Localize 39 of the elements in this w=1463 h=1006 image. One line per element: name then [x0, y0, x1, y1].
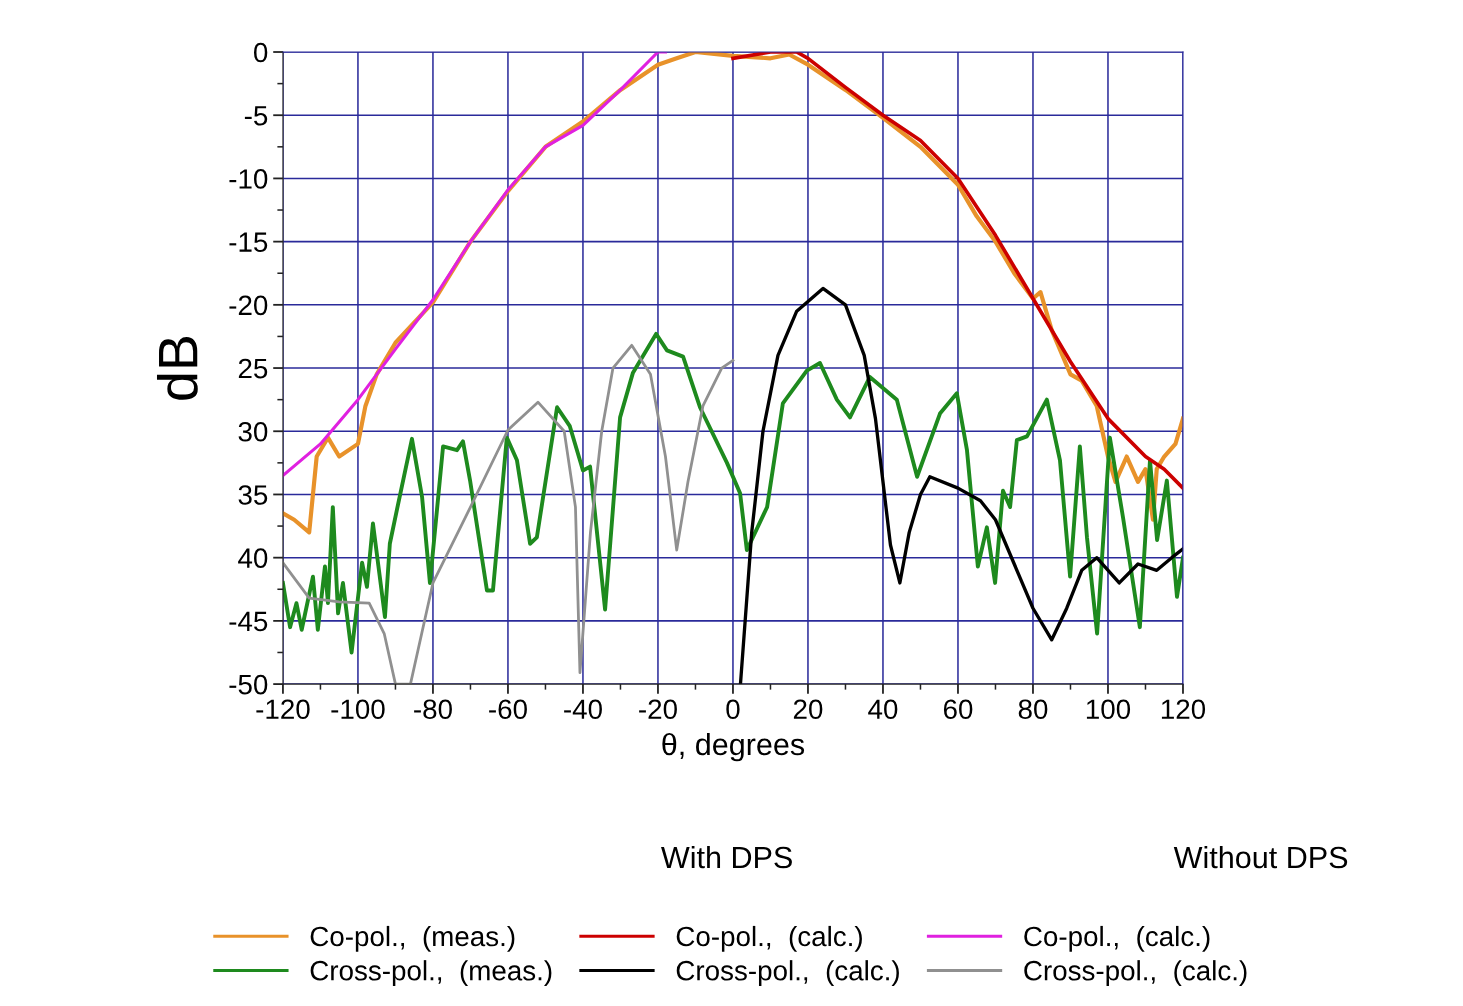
legend-label: Cross-pol., (meas.) [310, 960, 552, 987]
text: With DPS [661, 845, 792, 869]
x-tick-label: 60 [943, 699, 973, 720]
line-series [282, 343, 735, 685]
y-tick-label: 30 [238, 421, 268, 442]
x-tick-label: 0 [726, 699, 740, 720]
x-axis-title: θ, degrees [662, 732, 805, 762]
legend-label: Cross-pol., (calc.) [1024, 960, 1247, 987]
y-tick-label: -50 [229, 674, 268, 695]
y-tick-label: 0 [254, 42, 268, 63]
line-series [282, 52, 667, 478]
x-tick-label: -40 [564, 699, 602, 720]
x-tick-label: -80 [414, 699, 452, 720]
y-tick-label: -20 [229, 295, 268, 316]
x-tick-label: 20 [793, 699, 823, 720]
legend-label: Co-pol., (calc.) [1024, 925, 1210, 952]
y-tick-label: 35 [238, 485, 268, 505]
line-series [738, 286, 1183, 685]
y-tick-label: -15 [229, 232, 268, 252]
x-tick-label: 80 [1018, 699, 1048, 720]
line-series [731, 52, 1183, 490]
y-tick-label: 40 [238, 548, 268, 568]
x-tick-label: -120 [256, 699, 310, 720]
text: Without DPS [1173, 845, 1348, 869]
x-tick-label: 120 [1161, 699, 1206, 720]
legend-label: Co-pol., (calc.) [676, 925, 862, 952]
y-tick-label: -10 [229, 169, 268, 189]
y-tick-label: 25 [238, 358, 268, 379]
line-series [282, 331, 1183, 655]
y-axis-title: dB [156, 337, 198, 400]
x-tick-label: -20 [639, 699, 677, 720]
x-tick-label: -100 [331, 699, 385, 720]
y-tick-label: -5 [244, 106, 268, 126]
x-tick-label: -60 [489, 699, 527, 720]
x-tick-label: 40 [868, 699, 898, 720]
legend-label: Co-pol., (meas.) [310, 925, 515, 952]
y-tick-label: -45 [229, 611, 268, 632]
legend-label: Cross-pol., (calc.) [676, 960, 899, 987]
x-tick-label: 100 [1086, 699, 1131, 720]
